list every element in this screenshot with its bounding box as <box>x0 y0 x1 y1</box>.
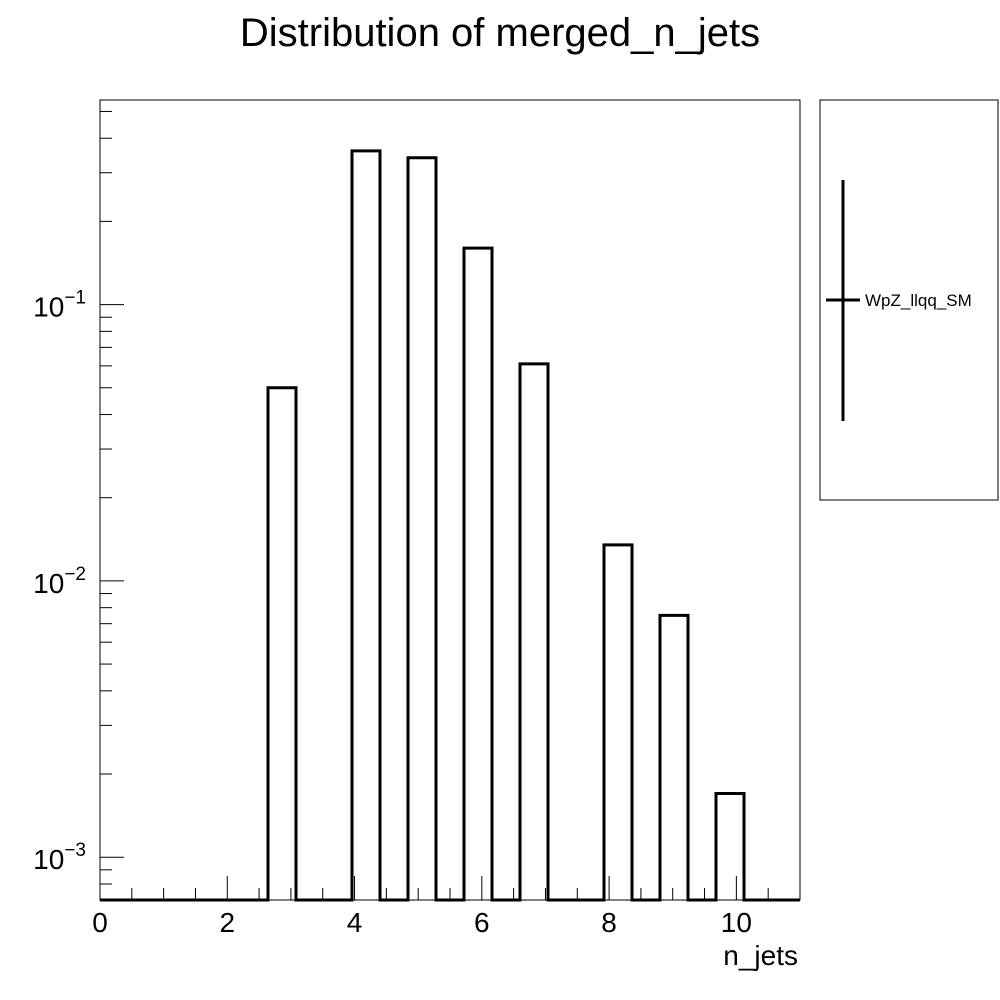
x-tick-label: 2 <box>219 907 235 938</box>
histogram-bar-8 <box>716 794 744 900</box>
y-tick-label: 10−2 <box>33 564 86 599</box>
legend: WpZ_llqq_SM <box>819 99 999 501</box>
x-tick-label: 6 <box>474 907 490 938</box>
x-tick-label: 4 <box>347 907 363 938</box>
histogram-bar-2 <box>352 151 380 900</box>
x-axis: 0 2 4 6 8 10 <box>92 876 801 938</box>
y-tick-label: 10−1 <box>33 288 86 323</box>
histogram-bar-5 <box>520 364 548 900</box>
chart-title: Distribution of merged_n_jets <box>240 11 760 55</box>
histogram-bar-7 <box>660 615 688 900</box>
histogram-bars <box>100 149 800 902</box>
plot-frame <box>99 99 801 901</box>
histogram-outline <box>100 149 800 902</box>
histogram-bar-6 <box>604 545 632 900</box>
x-tick-label: 0 <box>92 907 108 938</box>
y-tick-label: 10−3 <box>33 840 86 875</box>
x-tick-label: 8 <box>601 907 617 938</box>
histogram-bar-1 <box>268 388 296 900</box>
y-axis: 10−3 10−2 10−1 <box>33 110 124 901</box>
legend-entry-label: WpZ_llqq_SM <box>865 291 972 310</box>
x-axis-label: n_jets <box>723 940 798 971</box>
histogram-bar-4 <box>464 248 492 900</box>
histogram-bar-3 <box>408 158 436 900</box>
x-tick-label: 10 <box>721 907 752 938</box>
